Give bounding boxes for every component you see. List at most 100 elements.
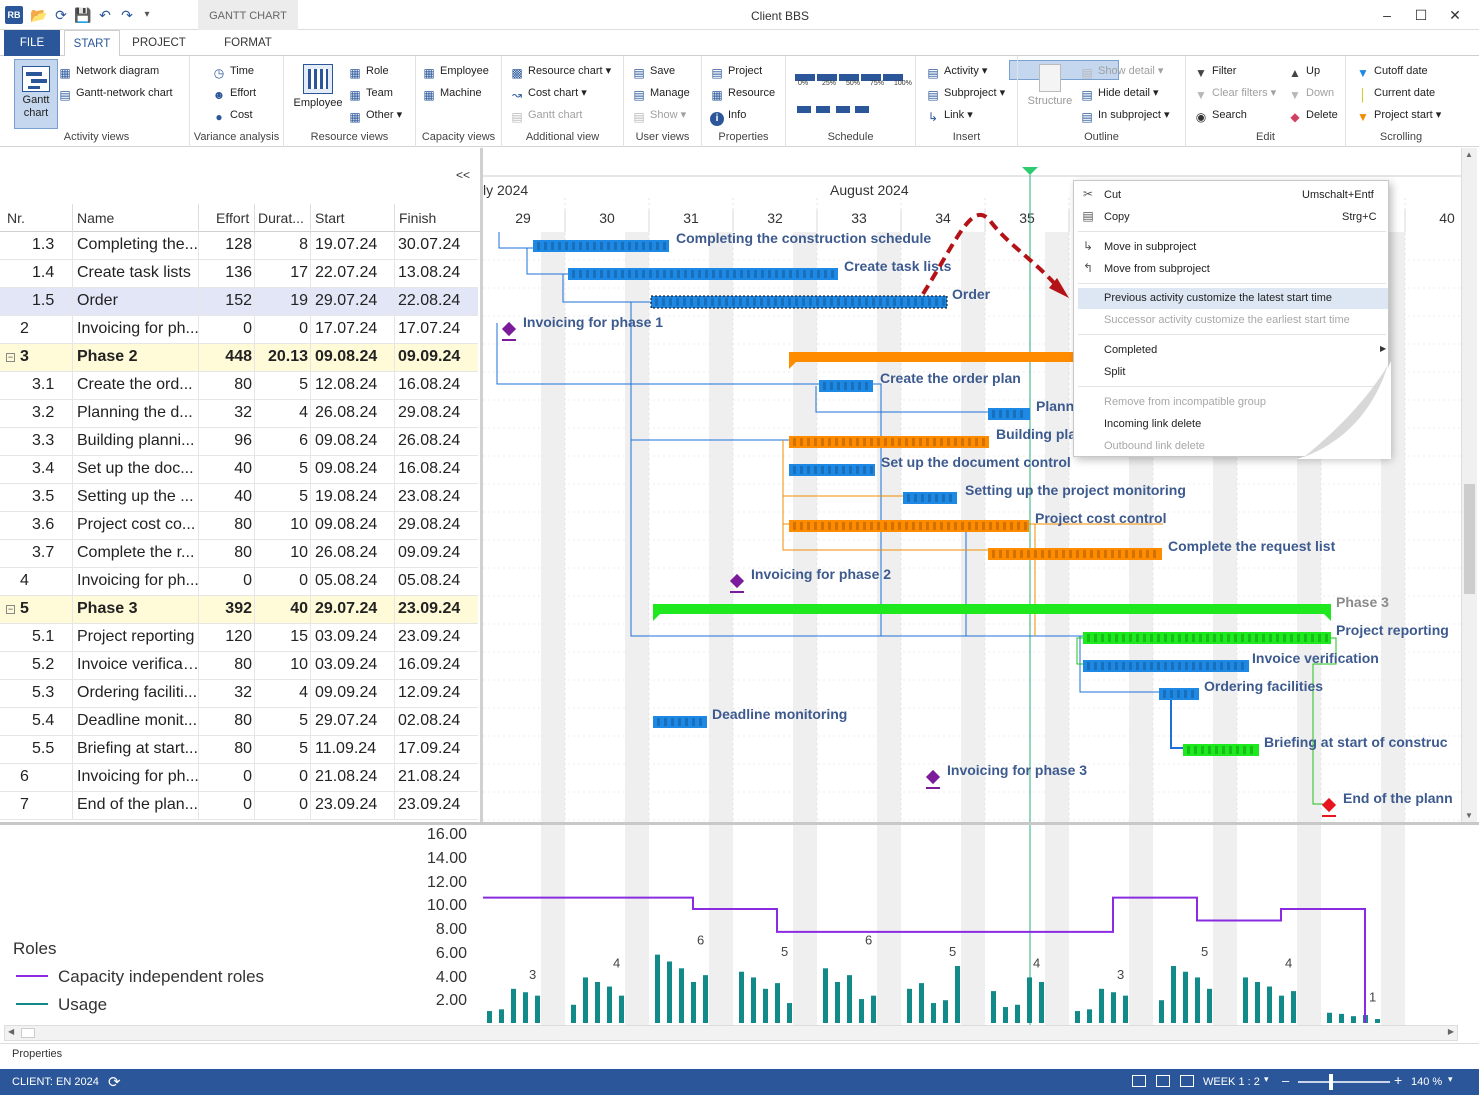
table-row[interactable]: 2 Invoicing for ph... 0 0 17.07.24 17.07.24 xyxy=(0,316,478,344)
scroll-left-icon[interactable]: ◀ xyxy=(8,1027,15,1036)
info-button[interactable]: i Info xyxy=(710,106,746,126)
header-separator[interactable] xyxy=(72,204,73,232)
tab-start[interactable]: START xyxy=(64,30,120,57)
pane-splitter[interactable] xyxy=(0,822,1479,825)
table-row-phase[interactable]: −5 Phase 3 392 40 29.07.24 23.09.24 xyxy=(0,596,478,624)
scroll-up-icon[interactable]: ▲ xyxy=(1465,150,1473,159)
gantt-bar-doc-control[interactable] xyxy=(789,464,875,476)
employee-view-button[interactable]: Employee xyxy=(290,64,346,109)
table-row[interactable]: 3.1 Create the ord... 80 5 12.08.24 16.08.24 xyxy=(0,372,478,400)
tab-format[interactable]: FORMAT xyxy=(224,37,272,49)
vertical-scrollbar[interactable]: ▲ ▼ xyxy=(1461,148,1477,822)
link[interactable] xyxy=(498,232,535,249)
table-row[interactable]: 6 Invoicing for ph... 0 0 21.08.24 21.08.24 xyxy=(0,764,478,792)
milestone-end-icon[interactable] xyxy=(1321,797,1337,813)
manage-views-button[interactable]: ▤ Manage xyxy=(633,87,690,102)
save-view-button[interactable]: ▤ Save xyxy=(633,65,676,80)
current-date-marker-icon[interactable] xyxy=(1022,167,1038,175)
milestone-icon[interactable] xyxy=(729,573,745,589)
table-row[interactable]: 3.4 Set up the doc... 40 5 09.08.24 16.08.24 xyxy=(0,456,478,484)
link[interactable] xyxy=(562,274,651,303)
scroll-right-icon[interactable]: ▶ xyxy=(1447,1027,1454,1036)
table-row[interactable]: 3.2 Planning the d... 32 4 26.08.24 29.08.24 xyxy=(0,400,478,428)
cutoff-date-button[interactable]: ▼ Cutoff date xyxy=(1357,65,1428,80)
resource-chart-button[interactable]: ▩ Resource chart ▾ xyxy=(511,65,612,80)
menu-item-outgoing-delete[interactable]: Outbound link delete xyxy=(1104,440,1205,452)
save-icon[interactable]: 💾 xyxy=(74,7,92,23)
header-finish[interactable]: Finish xyxy=(399,210,437,226)
collapse-toggle-icon[interactable]: − xyxy=(6,352,15,362)
menu-item-prev-latest[interactable]: Previous activity customize the latest s… xyxy=(1104,292,1333,304)
link[interactable] xyxy=(1029,523,1036,636)
collapse-grid-button[interactable]: << xyxy=(456,168,471,182)
resource-properties-button[interactable]: ▦ Resource xyxy=(711,87,776,102)
header-name[interactable]: Name xyxy=(77,210,115,226)
menu-item-remove-incompatible[interactable]: Remove from incompatible group xyxy=(1104,396,1267,408)
header-effort[interactable]: Effort xyxy=(216,210,250,226)
table-row[interactable]: 3.3 Building planni... 96 6 09.08.24 26.08.24 xyxy=(0,428,478,456)
tab-project[interactable]: PROJECT xyxy=(132,37,186,49)
team-view-button[interactable]: ▦ Team xyxy=(349,87,393,102)
undo-icon[interactable]: ↶ xyxy=(99,7,111,23)
gantt-bar-order-plan[interactable] xyxy=(819,380,873,392)
scroll-thumb[interactable] xyxy=(1464,484,1475,594)
open-folder-icon[interactable]: 📂 xyxy=(30,7,48,23)
gantt-bar-phase3[interactable] xyxy=(653,604,1331,614)
table-row-selected[interactable]: 1.5 Order 152 19 29.07.24 22.08.24 xyxy=(0,288,478,316)
menu-item-incoming-delete[interactable]: Incoming link delete xyxy=(1104,418,1202,430)
gantt-bar-facilities[interactable] xyxy=(1159,688,1199,700)
gantt-bar-building[interactable] xyxy=(789,436,989,448)
gantt-bar-reporting[interactable] xyxy=(1083,632,1331,644)
capacity-employee-button[interactable]: ▦ Employee xyxy=(423,65,489,80)
close-button[interactable]: ✕ xyxy=(1449,7,1461,23)
link[interactable] xyxy=(526,248,568,275)
insert-subproject-button[interactable]: ▤ Subproject ▾ xyxy=(927,87,1006,102)
zoom-in-button[interactable]: + xyxy=(1394,1072,1403,1088)
progress-50-icon[interactable] xyxy=(839,74,859,81)
header-separator[interactable] xyxy=(254,204,255,232)
header-start[interactable]: Start xyxy=(315,210,345,226)
menu-item-move-from[interactable]: Move from subproject xyxy=(1104,263,1210,275)
link[interactable] xyxy=(1312,637,1337,805)
menu-item-cut[interactable]: Cut xyxy=(1104,189,1122,201)
network-diagram-button[interactable]: ▦ Network diagram xyxy=(59,65,160,80)
menu-item-split[interactable]: Split xyxy=(1104,366,1126,378)
progress-25-icon[interactable] xyxy=(817,74,837,81)
refresh-icon[interactable]: ⟳ xyxy=(55,7,67,23)
milestone-icon[interactable] xyxy=(501,321,517,337)
move-up-button[interactable]: ▲ Up xyxy=(1289,65,1321,80)
table-row[interactable]: 4 Invoicing for ph... 0 0 05.08.24 05.08.24 xyxy=(0,568,478,596)
table-row[interactable]: 1.3 Completing the... 128 8 19.07.24 30.07.24 xyxy=(0,232,478,260)
gantt-network-chart-button[interactable]: ▤ Gantt-network chart xyxy=(59,87,173,102)
show-detail-button[interactable]: ▤ Show detail ▾ xyxy=(1081,65,1164,80)
table-row[interactable]: 5.2 Invoice verificat... 80 10 03.09.24 16.09… xyxy=(0,652,478,680)
minimize-button[interactable]: – xyxy=(1383,7,1391,23)
maximize-button[interactable]: ☐ xyxy=(1414,7,1428,23)
zoom-pct-dropdown-icon[interactable]: ▾ xyxy=(1448,1074,1453,1084)
scroll-down-icon[interactable]: ▼ xyxy=(1465,811,1473,820)
insert-link-button[interactable]: ↳ Link ▾ xyxy=(927,109,973,124)
link[interactable] xyxy=(815,386,988,413)
grid-splitter[interactable] xyxy=(480,148,483,822)
zoom-out-button[interactable]: – xyxy=(1282,1073,1290,1088)
link[interactable] xyxy=(782,468,988,551)
table-row[interactable]: 3.6 Project cost co... 80 10 09.08.24 29.08.2… xyxy=(0,512,478,540)
hide-detail-button[interactable]: ▤ Hide detail ▾ xyxy=(1081,87,1159,102)
link[interactable] xyxy=(496,323,819,385)
gantt-bar-briefing[interactable] xyxy=(1183,744,1259,756)
table-row[interactable]: 3.5 Setting up the ... 40 5 19.08.24 23.08.24 xyxy=(0,484,478,512)
tab-file[interactable]: FILE xyxy=(4,30,60,56)
header-nr[interactable]: Nr. xyxy=(7,210,25,226)
table-row[interactable]: 5.5 Briefing at start... 80 5 11.09.24 17.09.… xyxy=(0,736,478,764)
milestone-icon[interactable] xyxy=(925,769,941,785)
gantt-bar-deadline[interactable] xyxy=(653,716,707,728)
header-separator[interactable] xyxy=(198,204,199,232)
collapse-toggle-icon[interactable]: − xyxy=(6,604,15,614)
gantt-bar-invoice-ver[interactable] xyxy=(1083,660,1249,672)
scroll-thumb[interactable] xyxy=(21,1028,35,1038)
role-view-button[interactable]: ▦ Role xyxy=(349,65,389,80)
header-separator[interactable] xyxy=(394,204,395,232)
progress-100-icon[interactable] xyxy=(883,74,903,81)
cost-chart-button[interactable]: ↝ Cost chart ▾ xyxy=(511,87,587,102)
table-row[interactable]: 1.4 Create task lists 136 17 22.07.24 13.08.2… xyxy=(0,260,478,288)
